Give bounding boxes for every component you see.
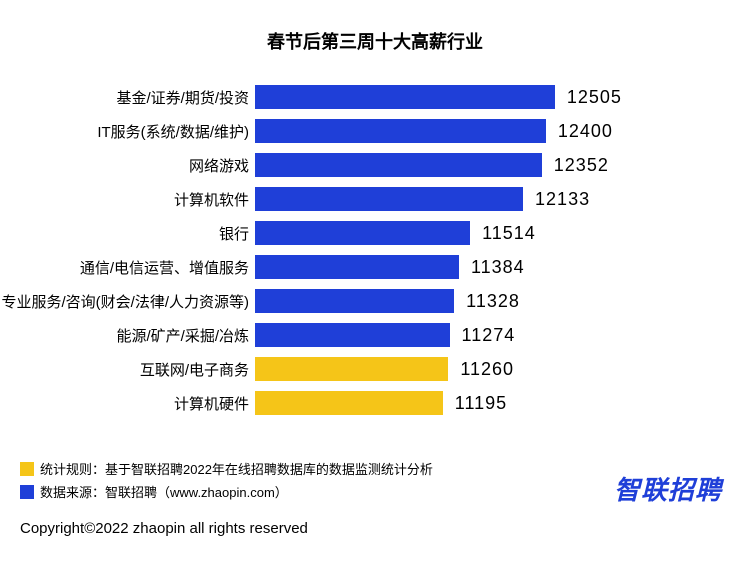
bar — [255, 357, 448, 381]
bar-cell: 11274 — [255, 323, 750, 347]
bar — [255, 221, 470, 245]
bar-cell: 12400 — [255, 119, 750, 143]
brand-logo: 智联招聘 — [614, 470, 722, 507]
chart-title: 春节后第三周十大高薪行业 — [0, 0, 750, 54]
chart-row: IT服务(系统/数据/维护) 12400 — [0, 114, 750, 148]
bar-cell: 11260 — [255, 357, 750, 381]
bar-cell: 11195 — [255, 391, 750, 415]
category-label: 银行 — [0, 223, 255, 244]
legend-source-text: 数据来源：智联招聘（www.zhaopin.com） — [40, 482, 288, 501]
value-label: 11260 — [448, 359, 514, 380]
category-label: 能源/矿产/采掘/冶炼 — [0, 325, 255, 346]
bar — [255, 153, 542, 177]
category-label: 互联网/电子商务 — [0, 359, 255, 380]
bar — [255, 323, 450, 347]
legend-rule-swatch — [20, 462, 34, 476]
chart-row: 基金/证券/期货/投资 12505 — [0, 80, 750, 114]
bar-cell: 12352 — [255, 153, 750, 177]
bar — [255, 85, 555, 109]
value-label: 11274 — [450, 325, 516, 346]
copyright: Copyright©2022 zhaopin all rights reserv… — [20, 520, 308, 537]
bar — [255, 255, 459, 279]
category-label: 网络游戏 — [0, 155, 255, 176]
chart-row: 银行 11514 — [0, 216, 750, 250]
chart-row: 网络游戏 12352 — [0, 148, 750, 182]
chart-row: 通信/电信运营、增值服务 11384 — [0, 250, 750, 284]
bar — [255, 187, 523, 211]
value-label: 11328 — [454, 291, 520, 312]
bar-cell: 12133 — [255, 187, 750, 211]
category-label: 专业服务/咨询(财会/法律/人力资源等) — [0, 291, 255, 312]
category-label: 通信/电信运营、增值服务 — [0, 257, 255, 278]
bar — [255, 119, 546, 143]
bar-chart: 基金/证券/期货/投资 12505 IT服务(系统/数据/维护) 12400 网络游戏 1… — [0, 80, 750, 420]
value-label: 11514 — [470, 223, 536, 244]
chart-row: 计算机硬件 11195 — [0, 386, 750, 420]
category-label: 计算机硬件 — [0, 393, 255, 414]
chart-row: 能源/矿产/采掘/冶炼 11274 — [0, 318, 750, 352]
chart-row: 计算机软件 12133 — [0, 182, 750, 216]
chart-row: 专业服务/咨询(财会/法律/人力资源等) 11328 — [0, 284, 750, 318]
chart-row: 互联网/电子商务 11260 — [0, 352, 750, 386]
category-label: 计算机软件 — [0, 189, 255, 210]
value-label: 12352 — [542, 155, 609, 176]
bar-cell: 11328 — [255, 289, 750, 313]
value-label: 12505 — [555, 87, 622, 108]
bar — [255, 391, 443, 415]
legend-rule-text: 统计规则：基于智联招聘2022年在线招聘数据库的数据监测统计分析 — [40, 459, 433, 478]
value-label: 11195 — [443, 393, 507, 414]
value-label: 12400 — [546, 121, 613, 142]
legend-rule: 统计规则：基于智联招聘2022年在线招聘数据库的数据监测统计分析 — [20, 459, 433, 478]
bar — [255, 289, 454, 313]
value-label: 11384 — [459, 257, 525, 278]
bar-cell: 11514 — [255, 221, 750, 245]
value-label: 12133 — [523, 189, 590, 210]
bar-cell: 11384 — [255, 255, 750, 279]
category-label: IT服务(系统/数据/维护) — [0, 121, 255, 142]
bar-cell: 12505 — [255, 85, 750, 109]
category-label: 基金/证券/期货/投资 — [0, 87, 255, 108]
legend: 统计规则：基于智联招聘2022年在线招聘数据库的数据监测统计分析 数据来源：智联… — [20, 459, 433, 505]
legend-source: 数据来源：智联招聘（www.zhaopin.com） — [20, 482, 433, 501]
legend-source-swatch — [20, 485, 34, 499]
